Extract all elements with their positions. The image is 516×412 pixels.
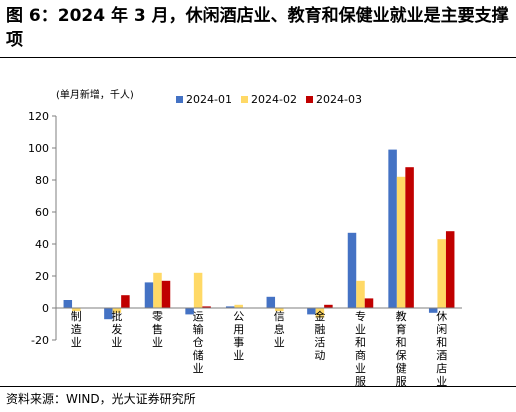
title-divider <box>0 57 516 58</box>
legend-label-2024-03: 2024-03 <box>316 93 362 106</box>
bar-2024-03-批发业 <box>121 295 130 308</box>
bar-2024-01-运输仓储业 <box>185 308 194 315</box>
bar-2024-02-信息业 <box>275 308 284 312</box>
bar-2024-02-制造业 <box>72 308 81 312</box>
bar-2024-03-休闲和酒店业 <box>445 231 455 308</box>
bar-2024-01-零售业 <box>144 282 154 308</box>
bar-chart: 2024-01 2024-02 2024-03 (单月新增，千人) -20 0 20 40… <box>28 88 462 386</box>
bar-2024-01-信息业 <box>266 296 276 308</box>
legend-swatch-2024-03 <box>306 96 313 103</box>
x-category-label: 零售业 <box>152 310 163 349</box>
legend-label-2024-01: 2024-01 <box>186 93 232 106</box>
x-category-label: 教育和保健服务 <box>396 310 407 386</box>
y-tick-label: 120 <box>28 110 49 123</box>
source-note: 资料来源：WIND，光大证券研究所 <box>6 392 196 406</box>
y-tick-label: 40 <box>35 238 49 251</box>
bar-2024-03-零售业 <box>161 280 171 308</box>
x-category-label: 专业和商业服务 <box>355 309 366 386</box>
bar-2024-03-金融活动 <box>324 304 333 308</box>
bar-2024-01-专业和商业服务 <box>347 232 357 308</box>
bar-2024-03-教育和保健服务 <box>405 167 414 308</box>
legend-swatch-2024-02 <box>241 96 248 103</box>
x-category-label: 批发业 <box>111 309 122 349</box>
bar-2024-03-运输仓储业 <box>202 306 211 308</box>
bar-2024-01-休闲和酒店业 <box>428 308 438 313</box>
bar-2024-03-专业和商业服务 <box>364 298 374 308</box>
footer-divider <box>0 386 516 387</box>
x-category-label: 公用事业 <box>233 310 244 362</box>
bar-2024-02-金融活动 <box>315 308 325 318</box>
legend-swatch-2024-01 <box>176 96 183 103</box>
x-category-label: 信息业 <box>274 310 285 349</box>
legend: 2024-01 2024-02 2024-03 <box>176 93 362 106</box>
bar-2024-02-休闲和酒店业 <box>437 239 446 308</box>
y-tick-label: 100 <box>28 142 49 155</box>
x-category-label: 休闲和酒店业 <box>436 310 447 386</box>
y-tick-label: -20 <box>31 334 49 347</box>
bar-2024-01-金融活动 <box>307 308 316 315</box>
bar-2024-01-制造业 <box>63 300 73 308</box>
bar-2024-02-专业和商业服务 <box>356 280 365 308</box>
x-category-label: 运输仓储业 <box>193 310 204 375</box>
y-unit-label: (单月新增，千人) <box>56 88 134 101</box>
bar-2024-02-零售业 <box>153 272 162 308</box>
bars <box>63 149 455 320</box>
bar-2024-02-运输仓储业 <box>193 272 203 308</box>
y-tick-label: 60 <box>35 206 49 219</box>
bar-2024-01-教育和保健服务 <box>388 149 397 308</box>
x-category-label: 金融活动 <box>314 309 325 362</box>
x-category-label: 制造业 <box>71 310 82 349</box>
y-tick-label: 20 <box>35 270 49 283</box>
legend-label-2024-02: 2024-02 <box>251 93 297 106</box>
y-tick-label: 80 <box>35 174 49 187</box>
bar-2024-01-批发业 <box>104 308 113 320</box>
bar-2024-01-公用事业 <box>225 306 235 308</box>
bar-2024-02-教育和保健服务 <box>396 176 406 308</box>
bar-2024-02-公用事业 <box>234 304 243 308</box>
chart-title: 图 6：2024 年 3 月，休闲酒店业、教育和保健业就业是主要支撑项 <box>6 6 509 50</box>
y-axis: -20 0 20 40 60 80 100 120 <box>28 110 57 347</box>
x-axis: 制造业 批发业 零售业 运输仓储业 公用事业 信息业 金融活动 专业和商业服务 教育和保健服务 休… <box>56 307 462 386</box>
y-tick-label: 0 <box>42 302 49 315</box>
bar-2024-02-批发业 <box>112 308 122 313</box>
